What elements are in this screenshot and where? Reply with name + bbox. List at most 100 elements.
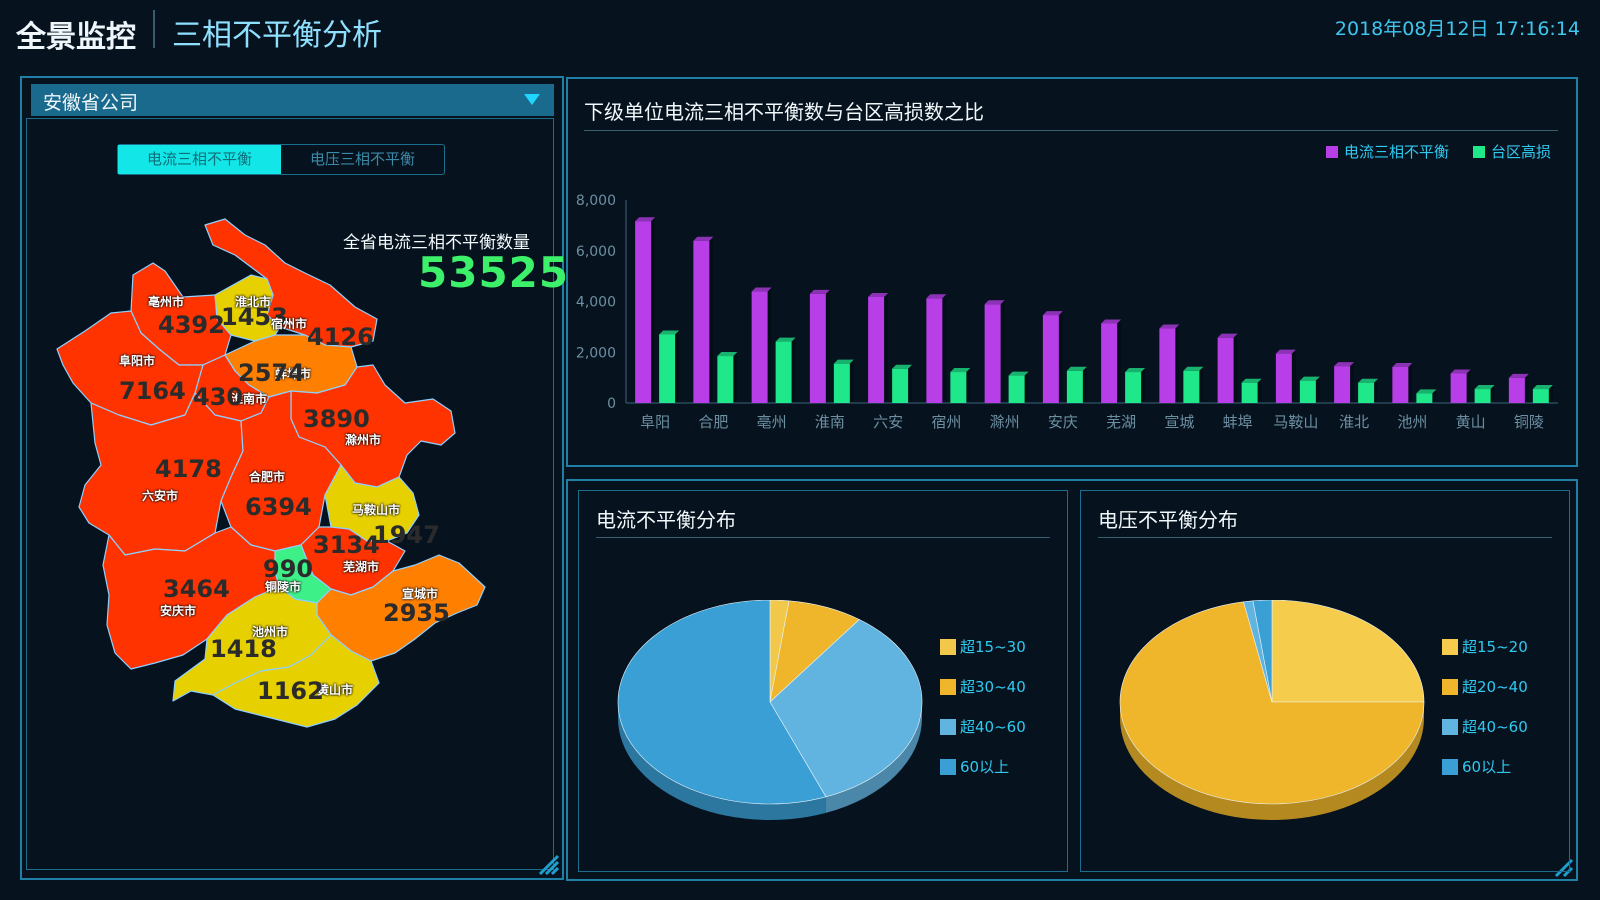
tab-voltage-imbalance[interactable]: 电压三相不平衡 — [309, 150, 415, 168]
bar-high-loss[interactable] — [1416, 389, 1437, 403]
bar-imbalance[interactable] — [1450, 369, 1471, 403]
bar-imbalance[interactable] — [1275, 349, 1296, 403]
pie-slice[interactable] — [1252, 600, 1273, 703]
map-value-maanshan: 1947 — [373, 521, 440, 549]
pie-legend-swatch — [940, 679, 956, 695]
pie-legend-label: 60以上 — [1462, 758, 1512, 776]
bar-imbalance[interactable] — [635, 217, 656, 403]
pie-card-current — [578, 490, 1068, 872]
bar-high-loss[interactable] — [1241, 378, 1262, 403]
bar-high-loss[interactable] — [1066, 366, 1087, 403]
pie-slice-side — [618, 702, 826, 820]
bar-high-loss[interactable] — [1008, 371, 1029, 403]
map-value-huaibei: 1453 — [221, 303, 288, 331]
pie-slice[interactable] — [617, 600, 827, 805]
x-tick-label: 阜阳 — [640, 413, 670, 431]
legend-swatch-1 — [1326, 146, 1338, 158]
legend-label-2: 台区高损 — [1491, 143, 1552, 161]
total-value: 53525 — [418, 248, 570, 297]
bar-imbalance[interactable] — [1159, 324, 1180, 403]
map-label-xuancheng: 宣城市 — [402, 587, 439, 601]
region-huangshan[interactable] — [212, 634, 380, 728]
bar-chart-rule — [584, 130, 1558, 131]
header: 全景监控 三相不平衡分析 2018年08月12日 17:16:14 — [0, 0, 1600, 62]
bar-high-loss[interactable] — [1183, 366, 1204, 403]
bar-high-loss[interactable] — [659, 330, 680, 403]
map-label-huangshan: 黄山市 — [317, 683, 354, 697]
pie-legend-item[interactable]: 超15~30 — [940, 636, 1026, 657]
bar-high-loss[interactable] — [1474, 385, 1495, 403]
legend-series-1[interactable]: 电流三相不平衡 — [1326, 141, 1449, 162]
pie-legend-item[interactable]: 60以上 — [1442, 756, 1511, 777]
pie-legend-item[interactable]: 超15~20 — [1442, 636, 1528, 657]
bar-high-loss[interactable] — [833, 359, 854, 403]
map-svg — [56, 218, 486, 728]
pie-legend-swatch — [1442, 719, 1458, 735]
y-tick-label: 8,000 — [576, 193, 616, 209]
bar-high-loss[interactable] — [1532, 385, 1553, 403]
region-hefei[interactable] — [220, 390, 342, 552]
map-value-bozhou: 4392 — [158, 311, 225, 339]
pie-legend-label: 超40~60 — [960, 718, 1026, 736]
map-label-hefei: 合肥市 — [249, 470, 286, 484]
bar-high-loss[interactable] — [1358, 378, 1379, 403]
pie-legend-item[interactable]: 60以上 — [940, 756, 1009, 777]
tab-current-imbalance[interactable]: 电流三相不平衡 — [118, 145, 281, 174]
bar-high-loss[interactable] — [775, 337, 796, 403]
map-value-hefei: 6394 — [245, 493, 312, 521]
header-divider — [153, 10, 155, 48]
map-label-huainan: 淮南市 — [231, 392, 268, 406]
bar-imbalance[interactable] — [926, 294, 947, 403]
bar-imbalance[interactable] — [1042, 311, 1063, 403]
bar-high-loss[interactable] — [1299, 376, 1320, 403]
pie-legend-swatch — [940, 639, 956, 655]
legend-series-2[interactable]: 台区高损 — [1473, 141, 1551, 162]
pie-title-current: 电流不平衡分布 — [596, 508, 736, 532]
map-value-chuzhou: 3890 — [303, 405, 370, 433]
bar-imbalance[interactable] — [1334, 362, 1355, 403]
pie-slice[interactable] — [769, 619, 923, 798]
bar-imbalance[interactable] — [1101, 319, 1122, 403]
pie-legend-item[interactable]: 超40~60 — [940, 716, 1026, 737]
legend-swatch-2 — [1473, 146, 1485, 158]
y-tick-label: 6,000 — [576, 244, 616, 260]
bar-imbalance[interactable] — [984, 300, 1005, 403]
bar-high-loss[interactable] — [1125, 368, 1146, 403]
org-select-value: 安徽省公司 — [43, 92, 139, 114]
pie-legend-item[interactable]: 超20~40 — [1442, 676, 1528, 697]
map-label-bengbu: 蚌埠市 — [275, 367, 312, 381]
pie-slice[interactable] — [1119, 601, 1425, 805]
bar-imbalance[interactable] — [868, 292, 889, 403]
map-label-huaibei: 淮北市 — [235, 295, 272, 309]
x-tick-label: 铜陵 — [1514, 413, 1544, 431]
bar-chart-title: 下级单位电流三相不平衡数与台区高损数之比 — [584, 100, 984, 124]
x-tick-label: 芜湖 — [1106, 413, 1136, 431]
map-label-maanshan: 马鞍山市 — [352, 503, 401, 517]
pie-slice[interactable] — [1271, 600, 1425, 703]
pie-legend-label: 超30~40 — [960, 678, 1026, 696]
bar-imbalance[interactable] — [1508, 373, 1529, 403]
bar-imbalance[interactable] — [1392, 363, 1413, 403]
map-value-wuhu: 3134 — [313, 531, 380, 559]
y-tick-label: 4,000 — [576, 295, 616, 311]
pie-legend-item[interactable]: 超30~40 — [940, 676, 1026, 697]
bar-high-loss[interactable] — [892, 364, 913, 403]
bar-chart-panel — [566, 77, 1578, 467]
bar-imbalance[interactable] — [693, 236, 714, 403]
map-label-bozhou: 亳州市 — [148, 295, 185, 309]
map-panel-inner — [26, 118, 554, 870]
x-tick-label: 淮南 — [815, 413, 845, 431]
pie-legend-item[interactable]: 超40~60 — [1442, 716, 1528, 737]
map-value-huangshan: 1162 — [257, 677, 324, 705]
bar-imbalance[interactable] — [751, 287, 772, 403]
pie-legend-swatch — [940, 719, 956, 735]
org-select[interactable]: 安徽省公司 — [31, 84, 554, 116]
bar-imbalance[interactable] — [809, 289, 830, 403]
pie-chart-current — [617, 600, 923, 820]
bar-high-loss[interactable] — [717, 352, 738, 403]
pie-card-voltage — [1080, 490, 1570, 872]
bar-imbalance[interactable] — [1217, 333, 1238, 403]
total-label: 全省电流三相不平衡数量 — [343, 233, 530, 253]
bar-high-loss[interactable] — [950, 368, 971, 403]
chevron-down-icon[interactable] — [524, 94, 540, 105]
